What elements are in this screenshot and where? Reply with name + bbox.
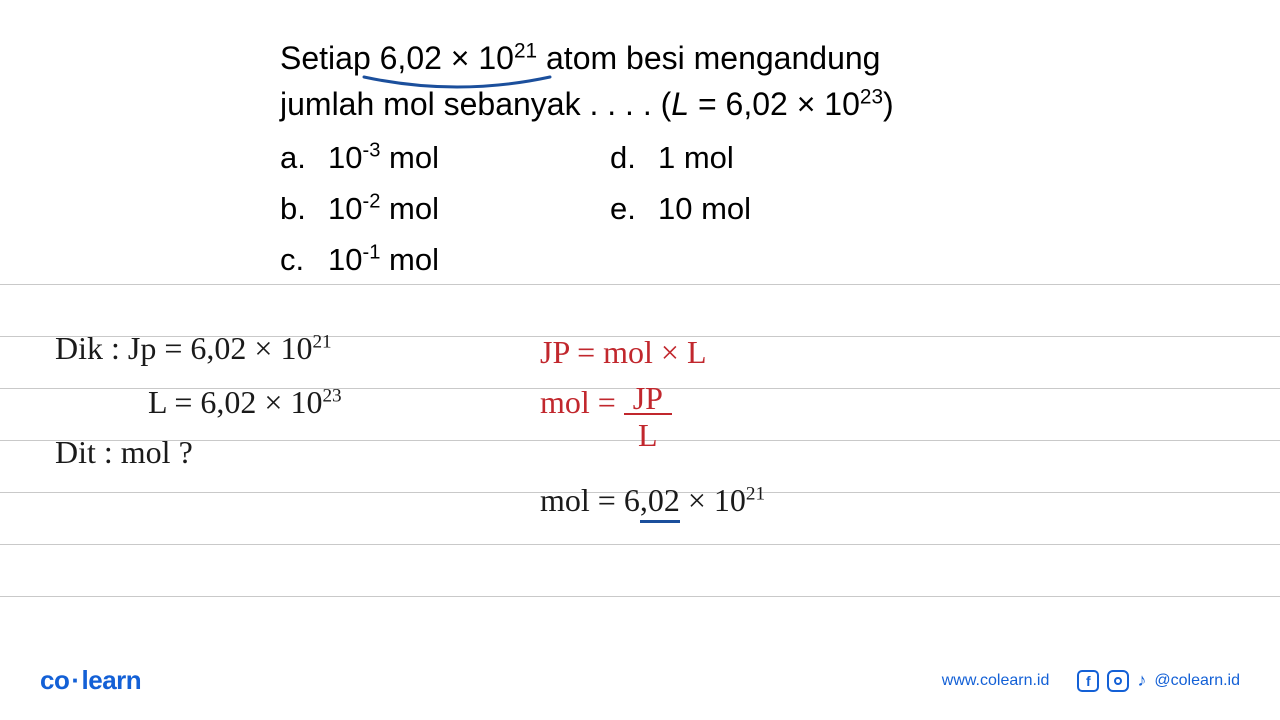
instagram-icon — [1107, 670, 1129, 692]
facebook-icon: f — [1077, 670, 1099, 692]
rule-line — [0, 284, 1280, 285]
q1-exp: 21 — [514, 39, 537, 62]
hand-dik-line: Dik : Jp = 6,02 × 1021 — [55, 330, 332, 367]
hand-L-pre: L = 6,02 × 10 — [148, 384, 322, 420]
opt-d-label: d. — [610, 136, 658, 181]
brand-logo: co·learn — [40, 665, 141, 696]
hand-jp-eq-exp: 21 — [312, 331, 331, 352]
q2-eq: = 6,02 × 10 — [689, 86, 860, 122]
opt-c-post: mol — [380, 242, 439, 277]
q1-pre: Setiap 6,02 × 10 — [280, 40, 514, 76]
underline-arc — [362, 75, 552, 93]
hand-mol-den: L — [638, 417, 658, 453]
footer-url: www.colearn.id — [942, 672, 1050, 690]
hand-mol-eq: mol = — [540, 384, 624, 420]
opt-b-post: mol — [380, 191, 439, 226]
opt-b-exp: -2 — [362, 190, 380, 212]
hand-dik: Dik : — [55, 330, 120, 366]
q2-L: L — [671, 86, 689, 122]
hand-mol-frac: mol = JP L — [540, 384, 672, 458]
logo-co: co — [40, 665, 69, 695]
underline-mark-icon — [640, 520, 680, 523]
opt-c-exp: -1 — [362, 241, 380, 263]
opt-b-pre: 10 — [328, 191, 362, 226]
option-a: a.10-3 mol — [280, 136, 610, 181]
hand-jp-formula: JP = mol × L — [540, 334, 706, 371]
hand-mol-val: mol = 6,02 × 1021 — [540, 482, 765, 519]
opt-c-pre: 10 — [328, 242, 362, 277]
option-e: e.10 mol — [610, 187, 910, 232]
rule-line — [0, 596, 1280, 597]
hand-L-exp: 23 — [322, 385, 341, 406]
options-grid: a.10-3 mol d.1 mol b.10-2 mol e.10 mol c… — [280, 136, 910, 283]
hand-jp-eq-pre: Jp = 6,02 × 10 — [120, 330, 313, 366]
hand-mol-val-pre: mol = 6,02 × 10 — [540, 482, 746, 518]
question-block: Setiap 6,02 × 1021 atom besi mengandung … — [280, 35, 910, 283]
social-handle: @colearn.id — [1154, 672, 1240, 690]
opt-a-label: a. — [280, 136, 328, 181]
logo-dot-icon: · — [71, 665, 79, 695]
opt-a-pre: 10 — [328, 140, 362, 175]
q2-exp: 23 — [860, 86, 883, 109]
option-c: c.10-1 mol — [280, 238, 610, 283]
q1-post: atom besi mengandung — [537, 40, 880, 76]
tiktok-icon: ♪ — [1137, 670, 1146, 691]
footer-right: www.colearn.id f ♪ @colearn.id — [942, 670, 1240, 692]
opt-a-post: mol — [380, 140, 439, 175]
opt-a-exp: -3 — [362, 139, 380, 161]
q2-post: ) — [883, 86, 894, 122]
fb-glyph: f — [1086, 673, 1091, 689]
opt-e-val: 10 mol — [658, 191, 751, 226]
opt-b-label: b. — [280, 187, 328, 232]
instagram-inner-icon — [1114, 677, 1122, 685]
opt-d-val: 1 mol — [658, 140, 734, 175]
notebook-area: Dik : Jp = 6,02 × 1021 L = 6,02 × 1023 D… — [0, 284, 1280, 720]
social-icons: f ♪ @colearn.id — [1077, 670, 1240, 692]
hand-L-line: L = 6,02 × 1023 — [148, 384, 342, 421]
rule-line — [0, 544, 1280, 545]
opt-c-label: c. — [280, 238, 328, 283]
hand-dit: Dit : mol ? — [55, 434, 193, 471]
hand-mol-num: JP — [633, 380, 663, 416]
opt-e-label: e. — [610, 187, 658, 232]
footer: co·learn www.colearn.id f ♪ @colearn.id — [40, 665, 1240, 696]
option-b: b.10-2 mol — [280, 187, 610, 232]
option-d: d.1 mol — [610, 136, 910, 181]
logo-learn: learn — [82, 665, 142, 695]
hand-mol-val-exp: 21 — [746, 483, 765, 504]
